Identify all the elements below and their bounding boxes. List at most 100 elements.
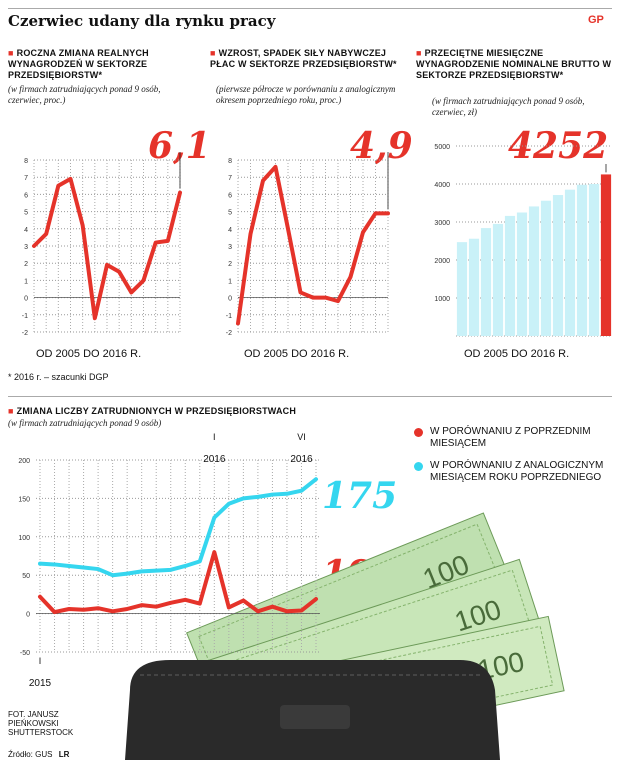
- data-point: [142, 278, 145, 282]
- bar: [456, 242, 468, 336]
- y-tick-label: 150: [18, 496, 30, 503]
- photo-credit: FOT. JANUSZ PIEŃKOWSKI SHUTTERSTOCK: [8, 710, 74, 737]
- y-tick-label: 7: [24, 175, 28, 182]
- y-tick-label: 1: [24, 278, 28, 285]
- data-point: [44, 232, 48, 236]
- source-label: Źródło: GUS LR: [8, 750, 70, 759]
- legend-dot-red: [414, 428, 423, 437]
- wallet-banknotes-illustration: 100 100 100: [125, 512, 565, 760]
- x-month-label: I: [39, 656, 42, 666]
- data-point: [374, 211, 377, 215]
- data-point: [82, 566, 86, 570]
- data-point: [285, 609, 289, 613]
- x-month-label: VI: [297, 432, 306, 442]
- data-point: [274, 165, 277, 169]
- bar: [576, 184, 588, 336]
- data-point: [299, 609, 303, 613]
- y-tick-label: 6: [228, 192, 232, 199]
- y-tick-label: 1: [228, 278, 232, 285]
- data-point: [198, 602, 202, 606]
- y-tick-label: -1: [22, 313, 28, 320]
- y-tick-label: 2: [228, 261, 232, 268]
- footnote: * 2016 r. – szacunki DGP: [8, 372, 109, 382]
- data-point: [311, 296, 315, 300]
- data-point: [67, 607, 71, 611]
- bar: [600, 174, 612, 336]
- y-tick-label: 4: [24, 227, 28, 234]
- y-tick-label: 100: [18, 535, 30, 542]
- data-point: [299, 489, 303, 493]
- data-point: [53, 562, 57, 566]
- y-tick-label: 2: [24, 261, 28, 268]
- data-point: [125, 572, 129, 576]
- panel1-title: ■ Roczna zmiana realnych wynagrodzeń w se…: [8, 48, 149, 80]
- y-tick-label: 1000: [434, 296, 450, 303]
- data-point: [183, 564, 187, 568]
- y-tick-label: 5: [24, 210, 28, 217]
- data-point: [111, 573, 115, 577]
- data-point: [241, 599, 245, 603]
- y-tick-label: 8: [228, 158, 232, 165]
- data-point: [249, 232, 252, 236]
- legend-item-month: W PORÓWNANIU Z POPRZEDNIM MIESIĄCEM: [414, 426, 614, 450]
- y-tick-label: 0: [228, 296, 232, 303]
- data-point: [67, 564, 71, 568]
- data-point: [38, 562, 42, 566]
- y-tick-label: 3000: [434, 220, 450, 227]
- panel3-title: ■ Przeciętne miesięczne wynagrodzenie nom…: [416, 48, 612, 80]
- data-point: [270, 493, 274, 497]
- section-rule: [8, 396, 612, 397]
- panel1-chart: 8 7 6 5 4 3 2 1 0 -1 -2: [22, 152, 182, 337]
- y-tick-label: -1: [226, 313, 232, 320]
- data-point: [169, 601, 173, 605]
- data-point: [166, 239, 170, 243]
- data-point: [129, 290, 133, 294]
- data-point: [336, 299, 340, 303]
- y-tick-label: 3: [24, 244, 28, 251]
- data-point: [314, 597, 318, 601]
- bullet-icon: ■: [8, 406, 14, 416]
- y-tick-label: 0: [24, 296, 28, 303]
- y-tick-label: -2: [226, 330, 232, 337]
- data-point: [117, 270, 121, 274]
- y-tick-label: 5: [228, 210, 232, 217]
- data-point: [93, 316, 97, 320]
- data-point: [236, 321, 240, 325]
- data-point: [386, 211, 390, 215]
- data-point: [154, 605, 158, 609]
- bullet-icon: ■: [416, 48, 422, 58]
- bar: [480, 228, 492, 336]
- data-point: [314, 477, 318, 481]
- y-tick-label: -2: [22, 330, 28, 337]
- data-point: [154, 569, 158, 573]
- legend-dot-cyan: [414, 462, 423, 471]
- data-point: [56, 184, 60, 188]
- x-year-label: 2016: [203, 454, 226, 465]
- bar: [528, 206, 540, 336]
- panel4-title: ■ Zmiana liczby zatrudnionych w przedsięb…: [8, 406, 297, 416]
- panel2-period: OD 2005 DO 2016 R.: [244, 348, 350, 360]
- y-tick-label: 200: [18, 458, 30, 465]
- y-tick-label: 6: [24, 192, 28, 199]
- series-line-month: [38, 550, 318, 615]
- data-point: [82, 608, 86, 612]
- data-point: [227, 502, 231, 506]
- series-line-year: [38, 477, 318, 578]
- data-point: [178, 191, 182, 195]
- panel2-callout: 4,9: [350, 125, 413, 167]
- data-point: [256, 495, 260, 499]
- panel3-chart: 5000 4000 3000 2000 1000: [434, 144, 612, 337]
- data-point: [299, 290, 302, 294]
- data-point: [270, 605, 274, 609]
- data-point: [140, 569, 144, 573]
- data-point: [212, 516, 216, 520]
- data-point: [286, 227, 290, 231]
- y-tick-label: 0: [26, 612, 30, 619]
- data-point: [183, 598, 187, 602]
- panel1-subtitle: (w firmach zatrudniających ponad 9 osób,…: [8, 84, 161, 105]
- series-year-callout: 175: [322, 475, 398, 517]
- bar: [588, 184, 600, 336]
- y-tick-label: 2000: [434, 258, 450, 265]
- bar: [504, 215, 516, 336]
- data-point: [241, 496, 245, 500]
